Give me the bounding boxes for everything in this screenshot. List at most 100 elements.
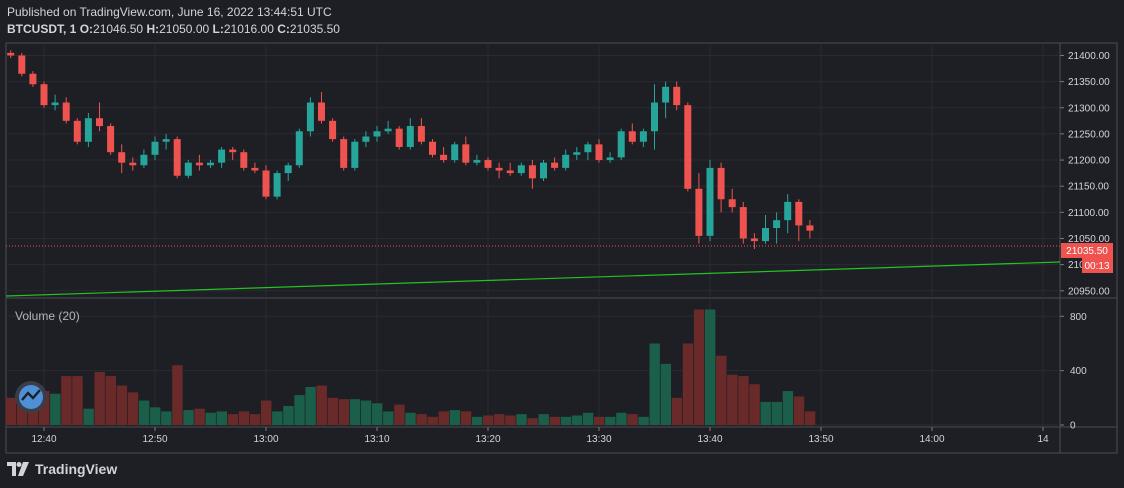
volume-bar xyxy=(793,396,805,425)
volume-bar xyxy=(261,400,272,425)
price-tick-label: 21050.00 xyxy=(1068,234,1110,245)
volume-bar xyxy=(360,400,372,425)
volume-bar xyxy=(749,384,760,425)
volume-bar xyxy=(460,411,472,425)
volume-bar xyxy=(471,416,483,425)
volume-bar xyxy=(449,410,461,425)
price-tick-label: 20950.00 xyxy=(1068,286,1110,297)
candles xyxy=(7,50,814,249)
candle-body xyxy=(484,160,492,168)
volume-bar xyxy=(272,411,283,425)
volume-bar xyxy=(249,414,261,425)
volume-indicator-label[interactable]: Volume (20) xyxy=(15,309,80,323)
candle-body xyxy=(506,170,514,174)
time-tick-label: 13:40 xyxy=(697,434,722,445)
volume-bar xyxy=(771,401,782,425)
candle-body xyxy=(395,128,403,147)
volume-bar xyxy=(804,411,816,425)
candle-body xyxy=(406,126,414,147)
volume-bar xyxy=(716,355,727,425)
volume-bar xyxy=(438,411,449,425)
candle-body xyxy=(329,120,337,140)
candle-body xyxy=(517,165,525,174)
volume-bar xyxy=(194,408,205,425)
volume-bar xyxy=(416,414,427,425)
volume-bar xyxy=(238,411,250,425)
price-tick-label: 21150.00 xyxy=(1068,182,1109,193)
candle-body xyxy=(173,139,181,176)
volume-bar xyxy=(649,343,660,425)
candle-body xyxy=(306,102,314,132)
time-tick-label: 13:10 xyxy=(364,434,389,445)
volume-bar xyxy=(5,397,17,425)
ohlc-close-label: C: xyxy=(277,22,290,36)
ohlc-high-label: H: xyxy=(146,22,160,36)
volume-bar xyxy=(682,343,694,425)
time-tick-label: 13:20 xyxy=(475,434,500,445)
candle-body xyxy=(284,165,292,174)
candle-body xyxy=(151,141,159,155)
time-tick-label: 12:50 xyxy=(142,434,167,445)
candle-body xyxy=(684,105,692,189)
volume-bar xyxy=(760,401,771,425)
price-tick-label: 21400.00 xyxy=(1068,51,1110,62)
candle-body xyxy=(651,102,658,132)
symbol-ohlc-legend: BTCUSDT, 1 O:21046.50 H:21050.00 L:21016… xyxy=(7,22,340,36)
volume-bar xyxy=(83,408,94,425)
volume-bar xyxy=(227,414,239,425)
trend-line[interactable] xyxy=(5,261,1061,297)
grid-lines xyxy=(6,43,1060,427)
volume-bar xyxy=(582,412,594,425)
volume-bar xyxy=(660,363,671,425)
time-tick-label: 13:00 xyxy=(253,434,278,445)
candle-body xyxy=(229,149,237,153)
candle-body xyxy=(762,228,769,242)
candle-body xyxy=(540,162,547,179)
volume-bar xyxy=(549,416,560,425)
candle-body xyxy=(562,154,570,168)
time-tick-label: 12:40 xyxy=(31,434,56,445)
volume-bar xyxy=(316,385,327,425)
candle-body xyxy=(118,152,126,163)
volume-bar xyxy=(216,411,227,425)
candle-body xyxy=(62,102,70,121)
candle-body xyxy=(251,167,259,171)
tradingview-logo[interactable]: TradingView xyxy=(7,461,117,477)
candle-body xyxy=(429,141,436,155)
time-axis[interactable]: 12:40 12:50 13:00 13:10 13:20 13:30 13:40 13:50… xyxy=(31,427,1049,445)
candle-body xyxy=(628,131,636,142)
volume-bar xyxy=(483,415,494,425)
candle-body xyxy=(40,84,48,106)
price-tick-label: 21250.00 xyxy=(1068,129,1110,140)
candle-body xyxy=(318,102,325,121)
candle-body xyxy=(362,136,370,142)
candle-body xyxy=(84,118,92,142)
candle-body xyxy=(351,141,359,168)
volume-bar xyxy=(172,365,183,425)
candle-body xyxy=(440,154,448,161)
candle-body xyxy=(195,162,203,166)
volume-bar xyxy=(782,391,794,425)
volume-bar xyxy=(605,416,616,425)
volume-axis[interactable]: 800 400 0 xyxy=(1060,312,1087,432)
candle-body xyxy=(18,55,26,74)
time-tick-label: 13:50 xyxy=(808,434,833,445)
volume-bar xyxy=(61,376,72,425)
volume-bar xyxy=(150,407,161,425)
volume-bar xyxy=(50,393,61,425)
volume-bar xyxy=(94,372,105,425)
volume-bar xyxy=(594,416,605,425)
tradingview-bubble-icon[interactable] xyxy=(15,381,47,413)
volume-bar xyxy=(693,309,705,425)
volume-bar xyxy=(527,418,538,425)
countdown-tag-bg xyxy=(1082,258,1113,273)
volume-bar xyxy=(116,385,128,425)
candle-body xyxy=(262,170,270,197)
candle-body xyxy=(140,154,148,166)
ohlc-open: 21046.50 xyxy=(93,22,144,36)
candle-body xyxy=(706,167,714,236)
candle-body xyxy=(806,225,814,231)
ohlc-open-label: O: xyxy=(79,22,94,36)
candle-body xyxy=(340,139,348,168)
